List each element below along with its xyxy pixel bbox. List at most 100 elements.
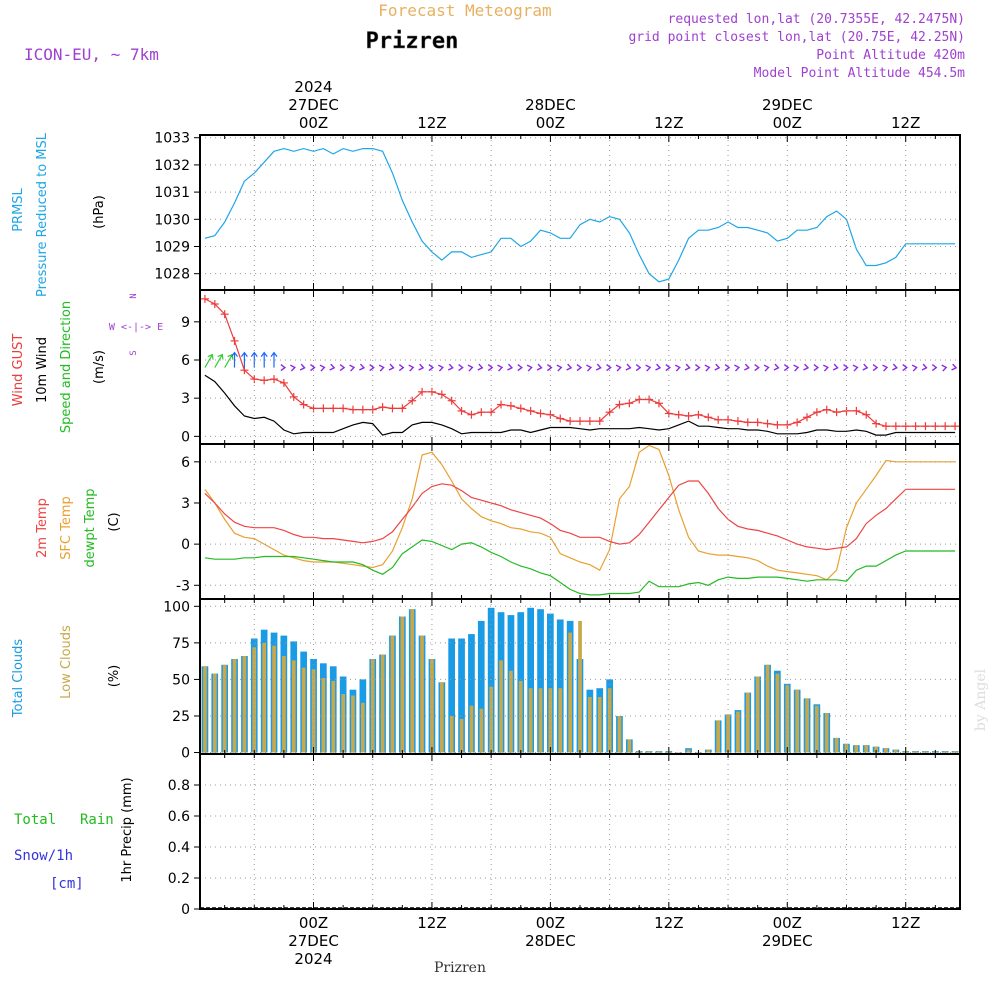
wind-gust-line xyxy=(204,298,956,427)
wind-direction-arrow xyxy=(832,363,839,371)
gust-marker xyxy=(585,417,594,426)
gust-marker xyxy=(595,417,604,426)
gust-marker xyxy=(931,422,940,431)
wind-direction-arrow xyxy=(714,363,721,371)
time-label-year: 2024 xyxy=(294,950,332,968)
gust-marker xyxy=(279,378,288,387)
low-cloud-bar xyxy=(449,716,454,753)
low-cloud-bar xyxy=(647,751,651,753)
arrow-head xyxy=(517,364,523,372)
wind-direction-arrow xyxy=(497,364,504,372)
low-cloud-bar xyxy=(805,698,809,753)
wind-direction-arrow xyxy=(911,364,918,372)
gust-marker xyxy=(368,405,377,414)
arrow-head xyxy=(744,363,750,371)
arrow-head xyxy=(240,351,248,357)
gust-marker xyxy=(832,408,841,417)
arrow-head xyxy=(606,364,612,372)
product-title: Forecast Meteogram xyxy=(378,1,551,20)
arrow-head xyxy=(497,364,504,372)
gust-marker xyxy=(881,422,890,431)
time-label-hour: 12Z xyxy=(891,914,920,932)
arrow-head xyxy=(359,363,366,371)
gust-marker xyxy=(358,405,367,414)
low-cloud-bar xyxy=(795,689,799,753)
low-cloud-bar xyxy=(607,688,612,753)
gust-marker xyxy=(477,408,486,417)
time-label-hour: 12Z xyxy=(417,914,446,932)
low-cloud-bar xyxy=(627,739,632,753)
wind-direction-arrow xyxy=(270,351,278,368)
gust-marker xyxy=(348,405,357,414)
arrow-head xyxy=(319,364,326,372)
t2m-label: 2m Temp xyxy=(35,498,50,558)
pressure-panel: 1028 1029 1030 1031 1032 1033 xyxy=(154,131,961,291)
wind-direction-arrow xyxy=(635,364,642,372)
gust-marker xyxy=(694,410,703,419)
wind-direction-arrow xyxy=(378,364,385,372)
gust-marker xyxy=(546,410,555,419)
arrow-head xyxy=(951,363,958,371)
wind-direction-arrow xyxy=(852,364,859,372)
y-tick-label: 1029 xyxy=(154,239,190,255)
clouds-panel: 0 25 50 75 100 xyxy=(163,598,961,762)
low-cloud-bar xyxy=(854,745,859,753)
gust-marker xyxy=(497,400,506,409)
low-cloud-bar xyxy=(440,682,444,753)
y-tick-label: 1032 xyxy=(154,158,190,174)
time-label-hour: 12Z xyxy=(417,114,446,132)
y-tick-label: 0.4 xyxy=(168,840,190,856)
y-tick-label: 6 xyxy=(181,353,190,369)
arrow-head xyxy=(388,363,395,371)
wind-direction-arrow xyxy=(586,364,593,372)
low-cloud-bar xyxy=(203,666,207,753)
gust-marker xyxy=(339,404,348,413)
wind-direction-arrow xyxy=(902,364,908,372)
y-tick-label: 3 xyxy=(181,496,190,512)
low-cloud-bar xyxy=(568,632,572,753)
arrow-head xyxy=(704,364,711,372)
gust-marker xyxy=(783,420,792,429)
arrow-head xyxy=(813,364,820,372)
arrow-head xyxy=(487,364,494,372)
arrow-head xyxy=(941,364,948,372)
total-cloud-bar xyxy=(448,638,455,753)
wind-speed-line xyxy=(204,374,956,436)
low-cloud-bar xyxy=(706,749,711,753)
low-cloud-bar xyxy=(943,751,947,753)
requested-point: requested lon,lat (20.7355E, 42.2475N) xyxy=(668,12,965,27)
arrow-head xyxy=(902,364,908,372)
gust-marker xyxy=(566,417,575,426)
rain-label-rain: Rain xyxy=(80,812,114,828)
gust-marker xyxy=(526,406,535,415)
y-tick-label: 0 xyxy=(181,746,190,762)
snow-label: Snow/1h xyxy=(14,848,73,864)
arrow-head xyxy=(921,363,928,371)
time-label-hour: 00Z xyxy=(773,914,802,932)
low-cloud-bar xyxy=(301,667,306,753)
low-cloud-bar xyxy=(578,620,582,753)
low-cloud-bar xyxy=(499,660,503,753)
time-label-date: 27DEC xyxy=(288,96,339,114)
low-cloud-bar xyxy=(686,749,691,753)
low-cloud-bar xyxy=(824,713,829,753)
low-cloud-bar xyxy=(558,688,563,753)
arrow-head xyxy=(418,363,425,371)
wind-dir-label: Speed and Direction xyxy=(59,301,74,433)
gust-marker xyxy=(911,422,920,431)
arrow-head xyxy=(684,363,691,371)
wind-direction-arrow xyxy=(556,364,563,372)
gust-marker xyxy=(684,412,693,420)
pressure-labels: PRMSL Pressure Reduced to MSL (hPa) xyxy=(11,132,107,297)
wind-direction-arrow xyxy=(724,364,731,372)
wind-direction-arrow xyxy=(754,364,760,372)
wind-direction-arrow xyxy=(438,364,444,372)
gust-marker xyxy=(951,422,960,431)
low-cloud-bar xyxy=(726,714,730,753)
compass-we: W <-|-> E xyxy=(109,322,163,333)
